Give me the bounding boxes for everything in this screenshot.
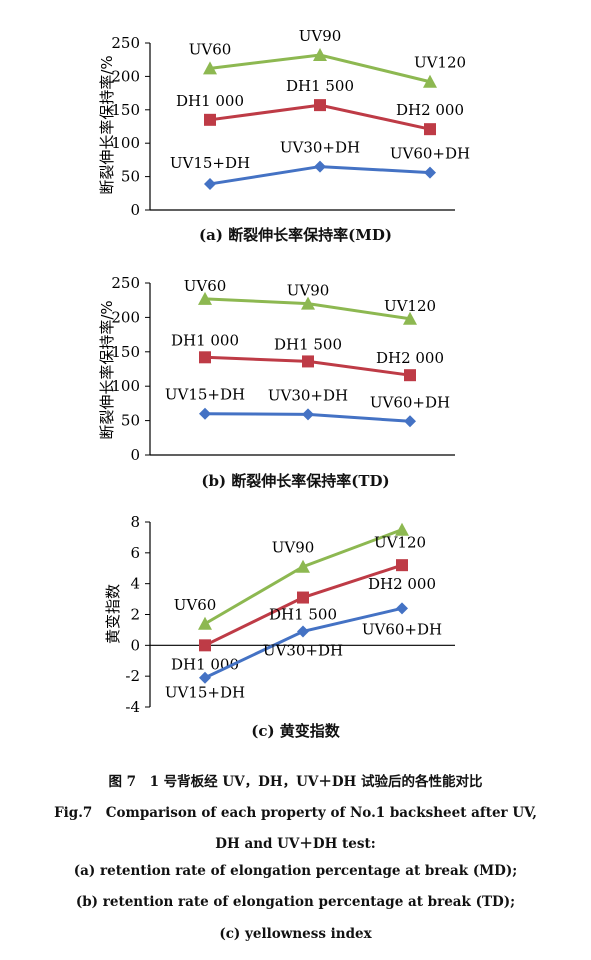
chart-a-caption: (a) 断裂伸长率保持率(MD) xyxy=(199,226,392,244)
y-tick-label: 100 xyxy=(111,134,140,152)
y-axis-label: 断裂伸长率保持率/% xyxy=(98,55,116,194)
data-point-triangle xyxy=(313,48,327,62)
data-label: UV15+DH xyxy=(165,386,245,404)
data-point-square xyxy=(199,351,211,364)
data-label: DH1 000 xyxy=(171,655,239,673)
data-label: DH2 000 xyxy=(376,349,444,367)
data-label: UV90 xyxy=(287,282,330,300)
data-label: DH1 000 xyxy=(171,331,239,349)
y-tick-label: 50 xyxy=(121,168,140,186)
y-tick-label: 6 xyxy=(130,544,140,562)
data-label: UV15+DH xyxy=(165,684,245,702)
data-point-diamond xyxy=(314,160,326,173)
data-label: UV30+DH xyxy=(280,139,360,157)
data-point-diamond xyxy=(404,415,416,428)
chart-b: 0 50 100 150 200 250 断裂伸长率保持率/% UV60 UV90 UV120 DH… xyxy=(98,274,455,464)
y-tick-label: 0 xyxy=(130,446,140,464)
figure-caption-en-line4: (b) retention rate of elongation percent… xyxy=(75,894,516,910)
data-label: UV60 xyxy=(189,40,232,58)
y-tick-label: 0 xyxy=(130,636,140,654)
data-point-square xyxy=(302,355,314,368)
data-label: DH1 500 xyxy=(269,606,337,624)
data-label: UV60+DH xyxy=(390,145,470,163)
data-point-square xyxy=(424,123,436,136)
data-point-square xyxy=(314,99,326,112)
y-tick-label: 250 xyxy=(111,274,140,292)
data-label: UV15+DH xyxy=(170,154,250,172)
y-axis-label: 黄变指数 xyxy=(104,584,122,644)
data-label: UV90 xyxy=(272,539,315,557)
data-label: UV30+DH xyxy=(268,386,348,404)
y-tick-label: 50 xyxy=(121,412,140,430)
y-tick-label: 0 xyxy=(130,201,140,219)
data-point-triangle xyxy=(198,291,212,305)
data-label: UV60+DH xyxy=(370,393,450,411)
data-point-diamond xyxy=(199,671,211,684)
data-point-diamond xyxy=(199,407,211,420)
figure-caption-en-line3: (a) retention rate of elongation percent… xyxy=(73,863,518,879)
data-point-triangle xyxy=(203,61,217,75)
y-tick-label: 8 xyxy=(130,513,140,531)
data-label: DH2 000 xyxy=(368,575,436,593)
data-label: UV60+DH xyxy=(362,620,442,638)
data-label: UV60 xyxy=(184,277,227,295)
data-label: UV120 xyxy=(374,534,426,552)
data-point-triangle xyxy=(296,559,310,573)
data-label: UV120 xyxy=(384,297,436,315)
y-tick-label: 100 xyxy=(111,377,140,395)
y-tick-label: 2 xyxy=(130,606,140,624)
data-point-diamond xyxy=(396,602,408,615)
data-label: DH1 500 xyxy=(286,77,354,95)
data-point-triangle xyxy=(423,74,437,88)
data-point-square xyxy=(297,591,309,604)
data-point-diamond xyxy=(424,166,436,179)
figure-caption-cn: 图 7 1 号背板经 UV，DH，UV＋DH 试验后的各性能对比 xyxy=(108,774,483,790)
data-point-square xyxy=(404,369,416,382)
y-tick-label: 150 xyxy=(111,101,140,119)
data-label: UV30+DH xyxy=(263,641,343,659)
y-tick-label: -4 xyxy=(125,698,140,716)
chart-c: -4 -2 0 2 4 6 8 黄变指数 UV60 UV90 UV120 DH1 000 DH1 500… xyxy=(104,513,455,716)
y-tick-label: 4 xyxy=(130,575,140,593)
chart-b-caption: (b) 断裂伸长率保持率(TD) xyxy=(201,472,390,490)
y-tick-label: 150 xyxy=(111,343,140,361)
y-tick-label: 200 xyxy=(111,308,140,326)
data-label: UV120 xyxy=(414,54,466,72)
data-label: DH1 000 xyxy=(176,92,244,110)
data-label: DH1 500 xyxy=(274,335,342,353)
data-point-diamond xyxy=(297,625,309,638)
data-point-triangle xyxy=(301,296,315,310)
data-label: UV60 xyxy=(174,596,217,614)
figure-caption-en-line2: DH and UV＋DH test: xyxy=(215,836,376,852)
figure-caption-en-line1: Fig.7 Comparison of each property of No.… xyxy=(54,805,537,821)
chart-c-caption: (c) 黄变指数 xyxy=(251,722,340,740)
data-point-diamond xyxy=(302,408,314,421)
data-point-triangle xyxy=(395,522,409,536)
data-point-square xyxy=(396,559,408,572)
chart-a: 0 50 100 150 200 250 断裂伸长率保持率/% UV60 UV90 UV120 DH… xyxy=(98,27,470,219)
y-tick-label: 250 xyxy=(111,34,140,52)
data-point-triangle xyxy=(198,616,212,630)
data-point-diamond xyxy=(204,177,216,190)
data-label: UV90 xyxy=(299,27,342,45)
data-point-triangle xyxy=(403,311,417,325)
y-axis-label: 断裂伸长率保持率/% xyxy=(98,300,116,439)
data-point-square xyxy=(199,639,211,652)
y-tick-label: 200 xyxy=(111,67,140,85)
y-tick-label: -2 xyxy=(125,667,140,685)
data-label: DH2 000 xyxy=(396,101,464,119)
figure-caption-en-line5: (c) yellowness index xyxy=(219,926,372,942)
data-point-square xyxy=(204,113,216,126)
